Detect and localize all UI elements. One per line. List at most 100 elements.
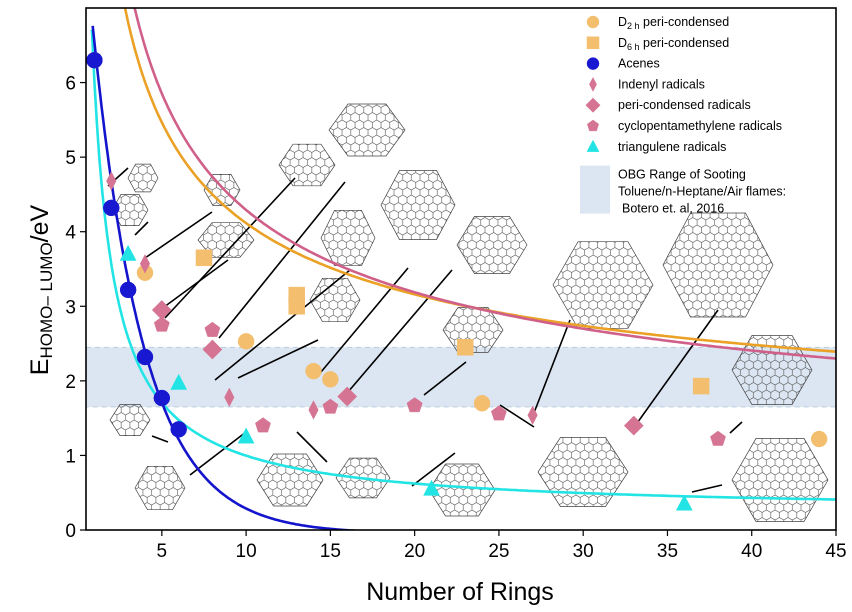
data-point [139,254,151,274]
data-point [237,333,255,350]
data-point [406,397,423,413]
legend-label: Acenes [618,57,660,71]
data-point [255,417,271,433]
data-point [473,394,491,412]
molecule-structure [731,335,813,405]
data-point [322,398,339,414]
data-point [587,119,599,132]
leader-line [164,177,296,319]
legend-label: peri-condensed radicals [618,98,751,112]
molecule-structure [197,222,255,258]
molecule-structure [134,465,186,511]
x-axis-ticks: 5 10 15 20 25 30 35 40 45 [157,530,847,562]
molecule-structure [537,437,629,507]
molecule-structure [320,209,376,267]
data-point [204,321,221,337]
y-tick-label: 6 [65,74,76,95]
data-point [527,405,538,425]
data-point [456,339,474,356]
legend-label-main: triangulene radicals [618,140,726,154]
leader-line [423,361,467,396]
legend-label-main: cyclopentamethylene radicals [618,119,782,133]
data-point [305,362,322,380]
y-tick-label: 1 [65,446,76,467]
data-point [586,139,600,152]
data-point [170,421,187,438]
legend-label-main: Indenyl radicals [618,77,705,91]
y-tick-label: 3 [65,297,76,318]
legend-label-main: peri-condensed radicals [618,98,751,112]
legend-label-sub: 6 h [627,42,640,52]
leader-line [237,339,319,379]
molecule-structure [731,438,829,522]
molecule-structure [552,241,654,329]
data-point [423,479,440,496]
data-point [119,281,137,299]
legend-label-suffix: peri-condensed [640,36,730,50]
leader-line [347,269,453,393]
y-tick-label: 4 [65,223,76,244]
legend-band-swatch [580,165,610,214]
legend-label: triangulene radicals [618,140,726,154]
molecule-structure [328,103,406,157]
molecule-structure [662,212,774,318]
data-point [136,348,154,366]
fit-curve [90,29,836,501]
leader-line [499,404,535,428]
x-tick-label: 20 [404,541,425,562]
data-point [692,377,710,395]
leader-line [634,309,719,427]
x-tick-label: 30 [573,541,594,562]
leader-line [411,452,456,487]
y-axis-title-main: E [26,359,54,376]
data-point [224,387,235,408]
legend-label: D6 h peri-condensed [618,36,729,52]
legend-band-label: OBG Range of Sooting [618,168,746,182]
molecule-structure [109,404,151,436]
legend-label-sub: 2 h [627,21,640,31]
obg-band [85,346,837,408]
data-point [288,298,305,315]
data-point [119,244,137,261]
x-axis-title: Number of Rings [366,578,554,606]
x-tick-label: 5 [157,541,168,562]
y-tick-label: 5 [65,148,76,169]
y-tick-label: 2 [65,372,76,393]
data-point [86,51,103,69]
legend-label-main: D [618,15,627,29]
legend-band-label: Toluene/n-Heptane/Air flames: [618,185,786,199]
data-point [322,371,339,388]
leader-line [151,435,169,443]
legend-label: Indenyl radicals [618,77,705,91]
data-point [589,76,597,92]
data-point [623,415,644,436]
x-tick-label: 25 [488,541,509,562]
legend-band-label: Botero et. al, 2016 [622,202,724,216]
data-point [710,430,726,446]
x-tick-label: 10 [236,541,257,562]
leader-line [296,431,328,463]
legend-label: cyclopentamethylene radicals [618,119,782,133]
data-point [308,400,319,420]
data-point [337,386,358,407]
data-point [586,36,600,50]
data-point [202,339,223,360]
x-tick-label: 45 [825,541,846,562]
y-axis-ticks: 0 1 2 3 4 5 6 [65,74,86,542]
leader-line [214,269,351,381]
legend-label: D2 h peri-condensed [618,15,729,31]
y-axis-title-unit: /eV [26,204,54,242]
data-point [106,171,117,191]
data-point [810,430,828,448]
leader-line [159,259,229,311]
leader-line [218,181,346,339]
y-axis-title-sub: HOMO– LUMO [37,242,56,358]
molecule-structure [309,277,361,323]
data-points [86,51,828,511]
molecule-structure [380,170,456,240]
data-point [491,405,507,421]
data-point [153,316,170,332]
fit-curve [133,8,836,360]
